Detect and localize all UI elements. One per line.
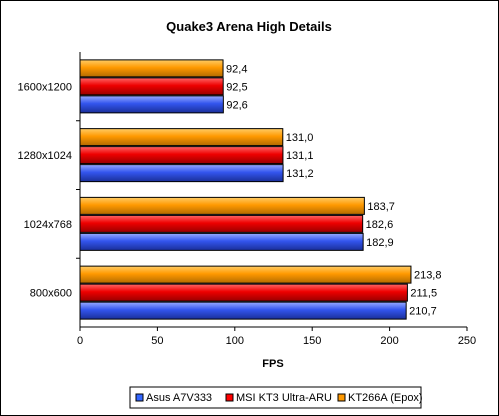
category-label: 1600x1200 — [18, 81, 72, 93]
bar-1280x1024-asus-a7v333 — [79, 164, 284, 183]
x-tick-label: 100 — [226, 335, 244, 347]
data-label: 92,5 — [226, 81, 247, 93]
data-labels-layer: 92,4 92,5 92,6 131,0 131,1 131,2 183,7 182,6 182… — [226, 63, 441, 317]
bar-1600x1200-kt266a-epox- — [79, 59, 224, 78]
x-tick-label: 150 — [303, 335, 321, 347]
legend-swatch — [337, 393, 346, 402]
category-label: 1024x768 — [24, 219, 72, 231]
x-tick-label: 250 — [458, 335, 476, 347]
bar-1280x1024-msi-kt3-ultra-aru — [79, 146, 284, 165]
bar-1280x1024-kt266a-epox- — [79, 128, 284, 147]
category-label: 1280x1024 — [18, 150, 72, 162]
data-label: 213,8 — [414, 270, 442, 282]
category-labels-layer: 1600x1200 1280x1024 1024x768 800x600 — [18, 81, 80, 300]
data-label: 131,0 — [286, 132, 314, 144]
x-ticks-layer: 0 50 100 150 200 250 — [77, 327, 476, 347]
data-label: 92,6 — [226, 99, 247, 111]
data-label: 211,5 — [410, 288, 437, 300]
bar-1024x768-msi-kt3-ultra-aru — [79, 214, 364, 233]
data-label: 210,7 — [409, 306, 437, 318]
legend-swatch — [135, 393, 144, 402]
legend-label: KT266A (Epox) — [348, 392, 423, 404]
category-label: 800x600 — [30, 288, 72, 300]
legend-label: Asus A7V333 — [146, 392, 212, 404]
data-label: 182,9 — [366, 237, 394, 249]
bar-800x600-msi-kt3-ultra-aru — [79, 283, 408, 302]
bar-1600x1200-asus-a7v333 — [79, 95, 224, 114]
legend-label: MSI KT3 Ultra-ARU — [236, 392, 332, 404]
x-tick-label: 200 — [380, 335, 398, 347]
legend-box — [129, 386, 422, 409]
data-label: 92,4 — [226, 63, 247, 75]
legend-items: Asus A7V333 MSI KT3 Ultra-ARU KT266A (Epox… — [135, 392, 423, 404]
x-tick-label: 0 — [77, 335, 83, 347]
bar-800x600-kt266a-epox- — [79, 265, 412, 284]
x-axis-label: FPS — [262, 358, 283, 370]
data-label: 182,6 — [366, 219, 394, 231]
data-label: 183,7 — [367, 201, 395, 213]
data-label: 131,2 — [286, 168, 314, 180]
legend-swatch — [225, 393, 234, 402]
data-label: 131,1 — [286, 150, 314, 162]
chart-title: Quake3 Arena High Details — [166, 19, 332, 34]
bar-1024x768-asus-a7v333 — [79, 232, 364, 251]
legend: Asus A7V333 MSI KT3 Ultra-ARU KT266A (Epox… — [129, 386, 423, 409]
x-tick-label: 50 — [151, 335, 163, 347]
bar-800x600-asus-a7v333 — [79, 301, 407, 320]
bar-1600x1200-msi-kt3-ultra-aru — [79, 77, 224, 96]
bar-1024x768-kt266a-epox- — [79, 196, 365, 215]
